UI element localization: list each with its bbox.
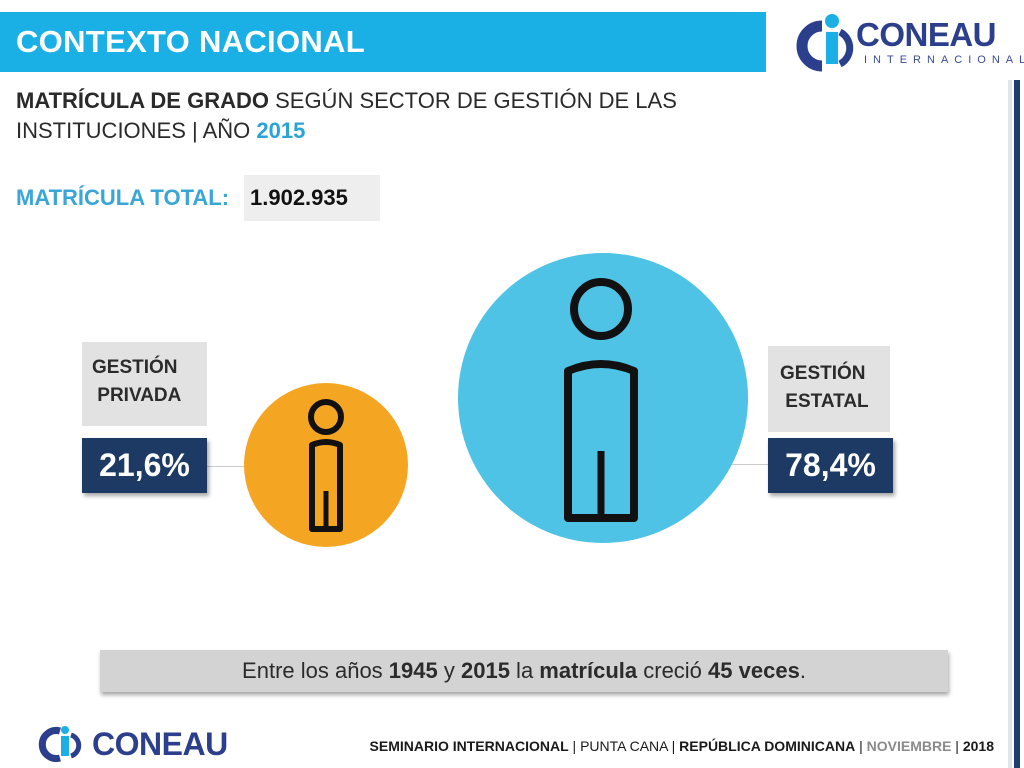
public-connector <box>730 464 775 465</box>
private-label-box: GESTIÓN PRIVADA <box>82 342 207 426</box>
title-bar <box>0 12 766 72</box>
public-circle <box>458 253 748 543</box>
coneau-logo-icon <box>796 14 854 72</box>
coneau-logo-bottom: CONEAU <box>38 726 258 762</box>
footer-country: REPÚBLICA DOMINICANA <box>679 738 856 754</box>
note-growth: 45 veces <box>708 658 800 683</box>
page-title: CONTEXTO NACIONAL <box>16 24 365 59</box>
footer-sep: | <box>855 738 867 754</box>
note-part: y <box>437 658 461 683</box>
growth-note-text: Entre los años 1945 y 2015 la matrícula … <box>100 658 948 684</box>
footer-sep: | <box>667 738 680 754</box>
right-edge-accent-light <box>1008 80 1012 768</box>
right-edge-accent <box>1014 80 1020 768</box>
logo-top-sub: INTERNACIONAL <box>864 54 1024 66</box>
footer-month: NOVIEMBRE <box>866 738 952 754</box>
coneau-logo-top: CONEAU INTERNACIONAL <box>786 12 1024 72</box>
note-matricula: matrícula <box>539 658 638 683</box>
person-icon <box>308 399 344 532</box>
note-part: . <box>799 658 806 683</box>
footer-event: SEMINARIO INTERNACIONAL <box>369 738 569 754</box>
total-label: MATRÍCULA TOTAL: <box>16 185 230 210</box>
subtitle-rest: SEGÚN SECTOR DE GESTIÓN DE LAS INSTITUCI… <box>16 88 677 143</box>
public-percent: 78,4% <box>768 438 893 493</box>
slide-subtitle: MATRÍCULA DE GRADO SEGÚN SECTOR DE GESTI… <box>16 86 736 146</box>
logo-bottom-name: CONEAU <box>92 726 228 762</box>
footer-sep: | <box>568 738 581 754</box>
total-value: 1.902.935 <box>250 185 348 210</box>
private-connector <box>200 466 250 467</box>
person-icon <box>564 278 638 522</box>
note-part: Entre los años <box>242 658 389 683</box>
coneau-logo-icon <box>38 726 82 762</box>
footer-year: 2018 <box>962 738 994 754</box>
growth-note: Entre los años 1945 y 2015 la matrícula … <box>100 650 948 692</box>
note-part: creció <box>637 658 709 683</box>
private-percent: 21,6% <box>82 438 207 493</box>
footer-sep: | <box>951 738 963 754</box>
private-circle <box>244 383 408 547</box>
public-label: GESTIÓN ESTATAL <box>780 363 869 412</box>
note-year-start: 1945 <box>388 658 438 683</box>
public-label-box: GESTIÓN ESTATAL <box>768 346 890 432</box>
subtitle-bold: MATRÍCULA DE GRADO <box>16 88 269 113</box>
note-part: la <box>509 658 540 683</box>
note-year-end: 2015 <box>460 658 510 683</box>
private-label: GESTIÓN PRIVADA <box>92 357 182 406</box>
footer-city: PUNTA CANA <box>580 738 668 754</box>
subtitle-year: 2015 <box>256 118 306 143</box>
total-box <box>244 175 380 221</box>
footer-info: SEMINARIO INTERNACIONAL | PUNTA CANA | R… <box>370 738 994 754</box>
logo-top-name: CONEAU <box>856 16 997 53</box>
